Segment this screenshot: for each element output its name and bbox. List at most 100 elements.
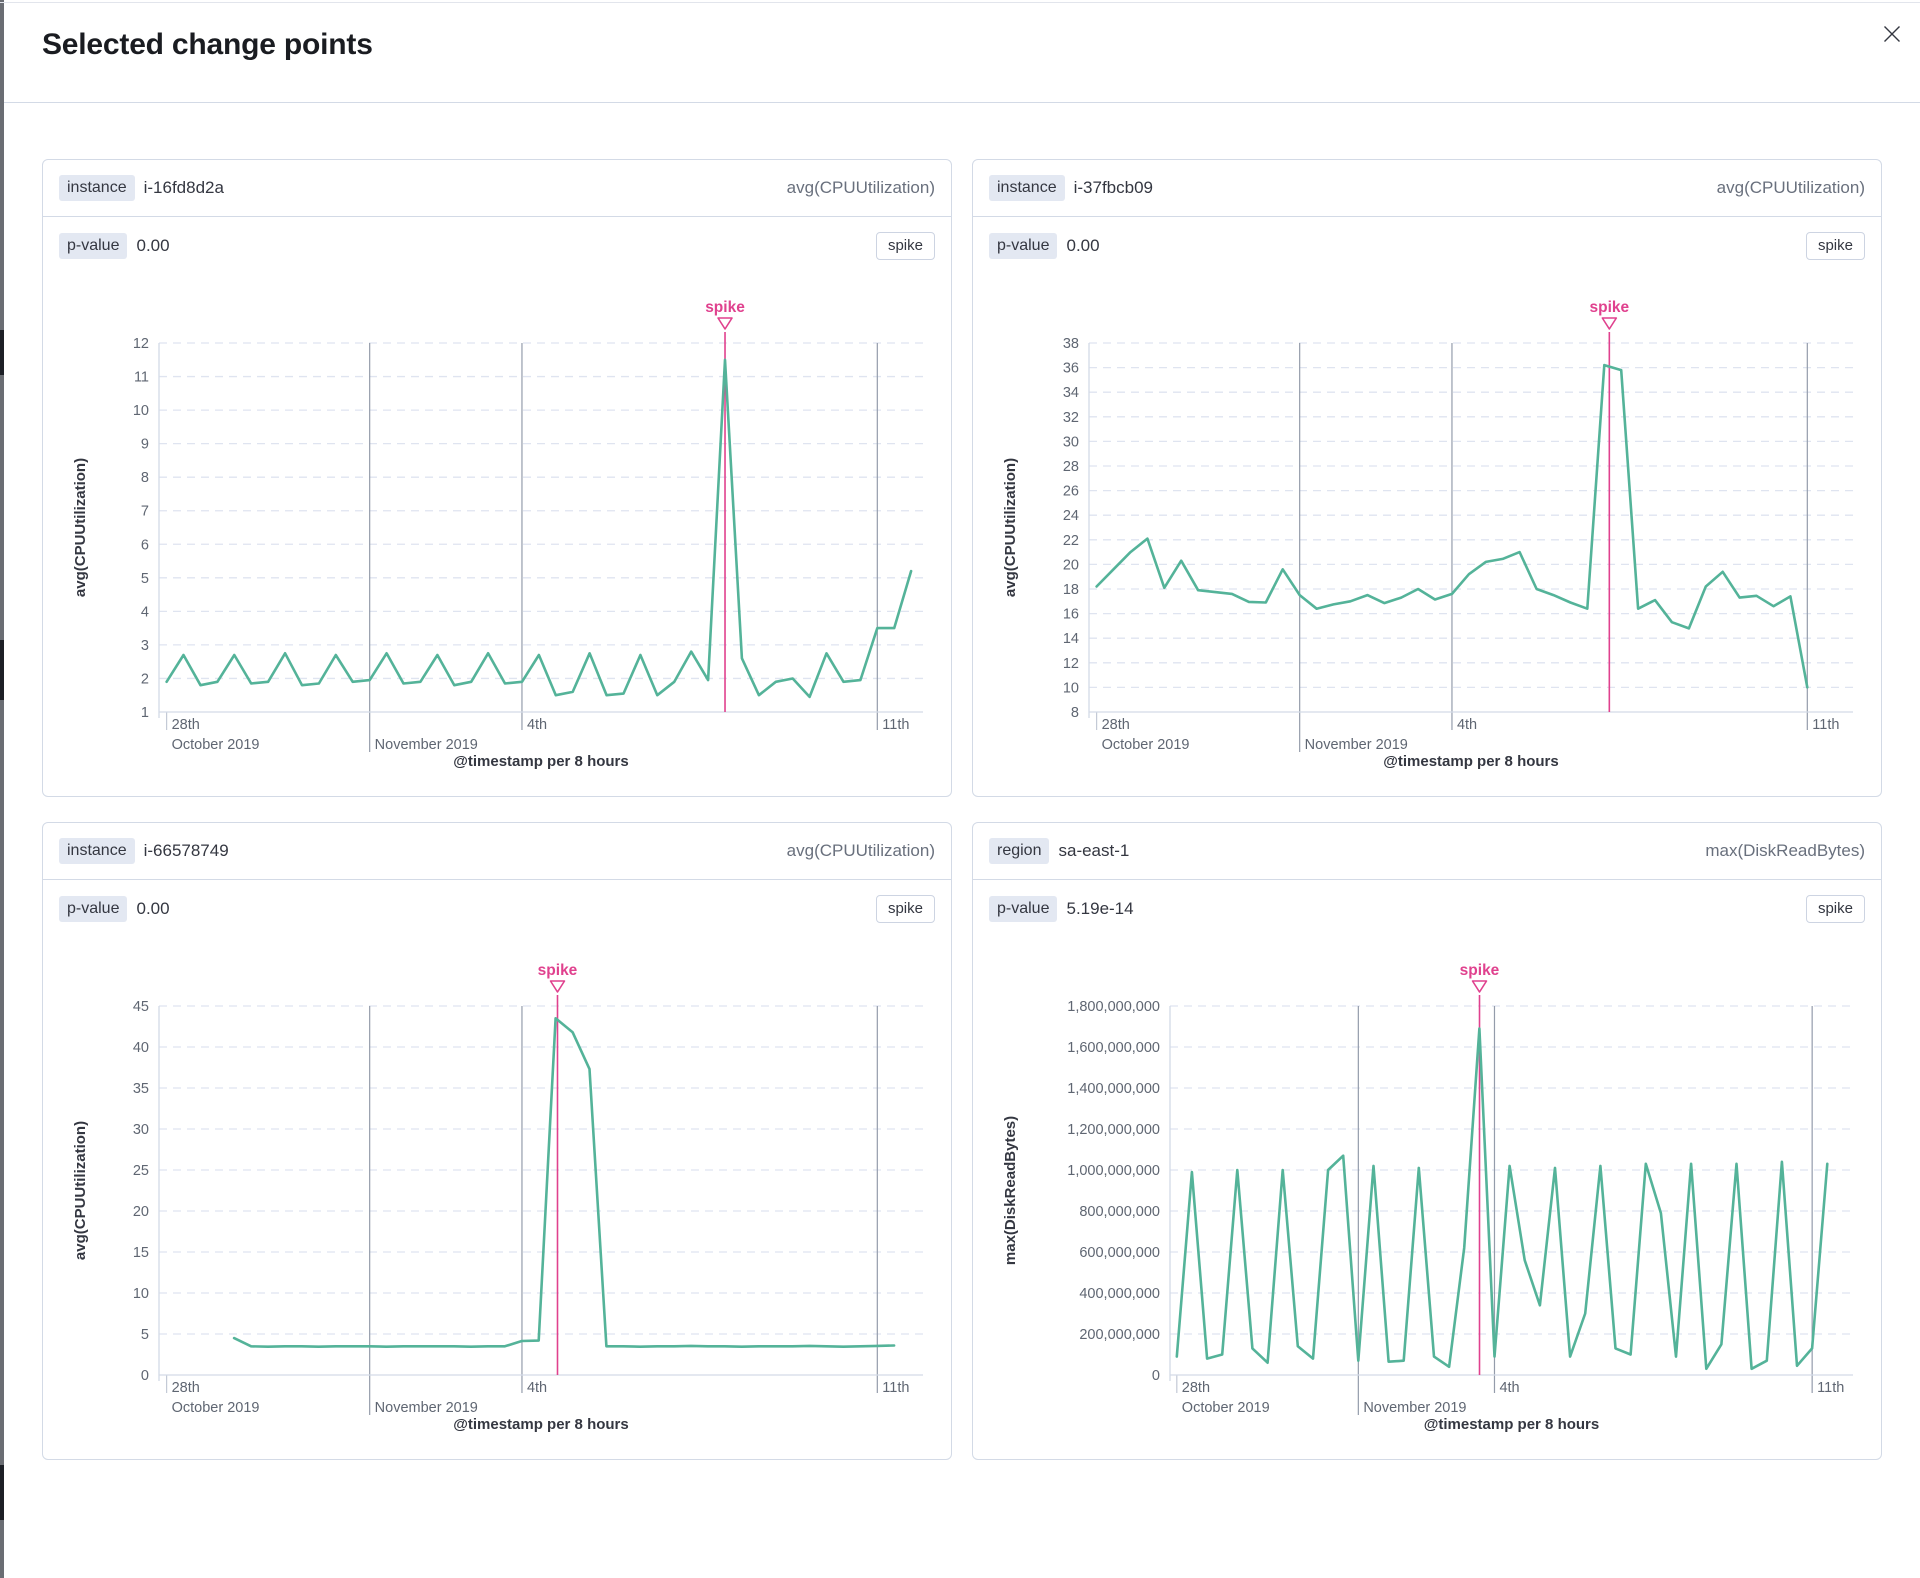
x-tick-label: October 2019: [1182, 1400, 1270, 1416]
pvalue-value: 0.00: [136, 899, 170, 918]
x-tick-label: 4th: [527, 1380, 547, 1396]
y-tick-label: 200,000,000: [1079, 1327, 1160, 1343]
change-point-panel: instance i-37fbcb09 avg(CPUUtilization) …: [972, 159, 1882, 797]
x-tick-label: November 2019: [375, 737, 478, 753]
y-tick-label: 8: [141, 470, 149, 486]
series-line: [232, 1017, 896, 1349]
y-axis-title: avg(CPUUtilization): [72, 458, 89, 597]
y-tick-label: 38: [1063, 336, 1079, 352]
panel-header: region sa-east-1 max(DiskReadBytes): [973, 823, 1881, 880]
y-axis-title: avg(CPUUtilization): [72, 1121, 89, 1260]
metric-label: avg(CPUUtilization): [1716, 178, 1865, 197]
series-line: [1095, 363, 1809, 689]
change-point-panel: instance i-66578749 avg(CPUUtilization) …: [42, 822, 952, 1460]
spike-annotation-marker-icon: [1471, 980, 1488, 993]
y-tick-label: 34: [1063, 385, 1079, 401]
change-point-chart: 45 40 35 30 25 20 15 10 5 0 28th October 2019 Novemb…: [43, 933, 951, 1459]
change-point-chart: 1,800,000,000 1,600,000,000 1,400,000,000 1…: [973, 933, 1881, 1459]
change-point-chart: 12 11 10 9 8 7 6 5 4 3 2 1 28th October 2019 November …: [43, 270, 951, 796]
series-line: [165, 358, 913, 699]
change-type-badge: spike: [875, 232, 935, 260]
y-tick-label: 400,000,000: [1079, 1286, 1160, 1302]
x-tick-label: October 2019: [172, 737, 260, 753]
y-tick-label: 1,400,000,000: [1067, 1081, 1160, 1097]
y-tick-label: 28: [1063, 459, 1079, 475]
spike-annotation-label: spike: [1460, 962, 1500, 979]
spike-annotation-marker-icon: [549, 980, 566, 993]
y-tick-label: 30: [133, 1122, 149, 1138]
y-tick-label: 8: [1071, 705, 1079, 721]
metric-label: avg(CPUUtilization): [786, 841, 935, 860]
change-point-panel: region sa-east-1 max(DiskReadBytes) p-va…: [972, 822, 1882, 1460]
y-tick-label: 12: [133, 336, 149, 352]
y-tick-label: 5: [141, 571, 149, 587]
modal-title: Selected change points: [42, 28, 373, 61]
panel-header: instance i-66578749 avg(CPUUtilization): [43, 823, 951, 880]
y-tick-label: 25: [133, 1163, 149, 1179]
x-tick-label: 28th: [1102, 717, 1130, 733]
x-tick-label: November 2019: [1305, 737, 1408, 753]
y-tick-label: 20: [1063, 557, 1079, 573]
x-tick-label: November 2019: [1363, 1400, 1466, 1416]
y-tick-label: 24: [1063, 508, 1079, 524]
y-tick-label: 4: [141, 604, 149, 620]
close-button[interactable]: [1880, 22, 1904, 46]
modal-header: Selected change points: [4, 0, 1920, 103]
spike-annotation-label: spike: [705, 299, 745, 316]
x-tick-label: November 2019: [375, 1400, 478, 1416]
split-field-value: i-37fbcb09: [1073, 178, 1153, 197]
change-type-badge: spike: [1805, 232, 1865, 260]
pvalue-row: p-value 0.00 spike: [43, 880, 951, 933]
panels-grid: instance i-16fd8d2a avg(CPUUtilization) …: [4, 103, 1920, 1500]
y-tick-label: 40: [133, 1040, 149, 1056]
split-field-badge: region: [989, 838, 1050, 864]
y-tick-label: 1,200,000,000: [1067, 1122, 1160, 1138]
y-tick-label: 10: [133, 1286, 149, 1302]
y-tick-label: 10: [1063, 680, 1079, 696]
y-tick-label: 1: [141, 705, 149, 721]
y-tick-label: 600,000,000: [1079, 1245, 1160, 1261]
y-tick-label: 2: [141, 671, 149, 687]
y-tick-label: 5: [141, 1327, 149, 1343]
x-tick-label: 4th: [1499, 1380, 1519, 1396]
pvalue-value: 5.19e-14: [1066, 899, 1134, 918]
x-tick-label: October 2019: [172, 1400, 260, 1416]
y-tick-label: 16: [1063, 607, 1079, 623]
y-tick-label: 11: [134, 370, 149, 386]
split-field-value: i-16fd8d2a: [143, 178, 224, 197]
split-field-badge: instance: [59, 175, 135, 201]
y-tick-label: 35: [133, 1081, 149, 1097]
y-tick-label: 7: [141, 504, 149, 520]
y-tick-label: 36: [1063, 361, 1079, 377]
x-tick-label: 11th: [1812, 717, 1839, 733]
y-tick-label: 6: [141, 537, 149, 553]
y-tick-label: 18: [1063, 582, 1079, 598]
chart-svg: 1,800,000,000 1,600,000,000 1,400,000,000 1…: [1002, 962, 1853, 1433]
pvalue-row: p-value 0.00 spike: [973, 217, 1881, 270]
chart-svg: 12 11 10 9 8 7 6 5 4 3 2 1 28th October 2019 November …: [72, 299, 923, 770]
spike-annotation-marker-icon: [717, 317, 733, 330]
panel-header: instance i-37fbcb09 avg(CPUUtilization): [973, 160, 1881, 217]
y-tick-label: 15: [133, 1245, 149, 1261]
pvalue-value: 0.00: [136, 236, 170, 255]
pvalue-row: p-value 5.19e-14 spike: [973, 880, 1881, 933]
metric-label: max(DiskReadBytes): [1705, 841, 1865, 860]
change-point-chart: 38 36 34 32 30 28 26 24 22 20 18 16 14 12 10 8 28th Octob…: [973, 270, 1881, 796]
change-points-modal: Selected change points instance i-16fd8d…: [4, 0, 1920, 1578]
split-field-badge: instance: [989, 175, 1065, 201]
y-tick-label: 45: [133, 999, 149, 1015]
y-tick-label: 30: [1063, 434, 1079, 450]
pvalue-badge: p-value: [989, 896, 1058, 922]
x-axis-title: @timestamp per 8 hours: [1424, 1416, 1600, 1433]
panel-header: instance i-16fd8d2a avg(CPUUtilization): [43, 160, 951, 217]
close-icon: [1884, 26, 1900, 42]
x-axis-title: @timestamp per 8 hours: [453, 753, 629, 770]
x-tick-label: 11th: [882, 717, 909, 733]
x-tick-label: 4th: [527, 717, 547, 733]
change-point-panel: instance i-16fd8d2a avg(CPUUtilization) …: [42, 159, 952, 797]
pvalue-badge: p-value: [59, 896, 128, 922]
split-field-value: i-66578749: [143, 841, 229, 860]
y-tick-label: 10: [133, 403, 149, 419]
page-top-divider: [0, 2, 1920, 3]
pvalue-badge: p-value: [59, 233, 128, 259]
